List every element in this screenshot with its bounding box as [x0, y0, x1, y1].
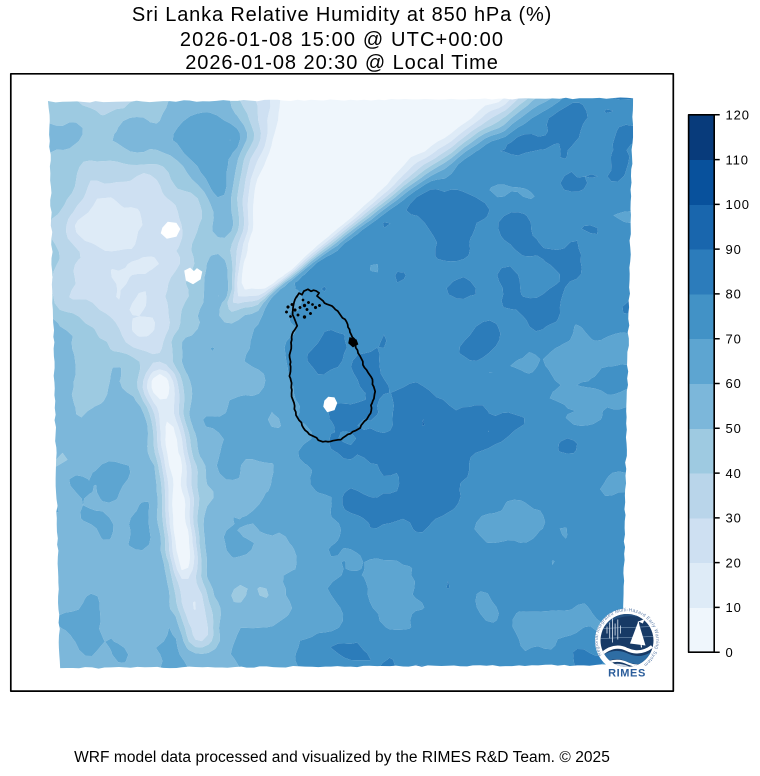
svg-text:90: 90 — [725, 242, 741, 257]
svg-text:80: 80 — [725, 287, 741, 302]
svg-text:70: 70 — [725, 331, 741, 346]
svg-text:RIMES: RIMES — [608, 667, 646, 679]
svg-text:110: 110 — [725, 152, 748, 167]
svg-text:50: 50 — [725, 421, 741, 436]
svg-text:60: 60 — [725, 376, 741, 391]
svg-text:100: 100 — [725, 197, 749, 212]
svg-text:20: 20 — [725, 555, 741, 570]
svg-text:30: 30 — [725, 511, 741, 526]
svg-text:0: 0 — [725, 645, 733, 660]
svg-text:10: 10 — [725, 600, 741, 615]
svg-text:120: 120 — [725, 108, 749, 123]
svg-text:40: 40 — [725, 466, 741, 481]
